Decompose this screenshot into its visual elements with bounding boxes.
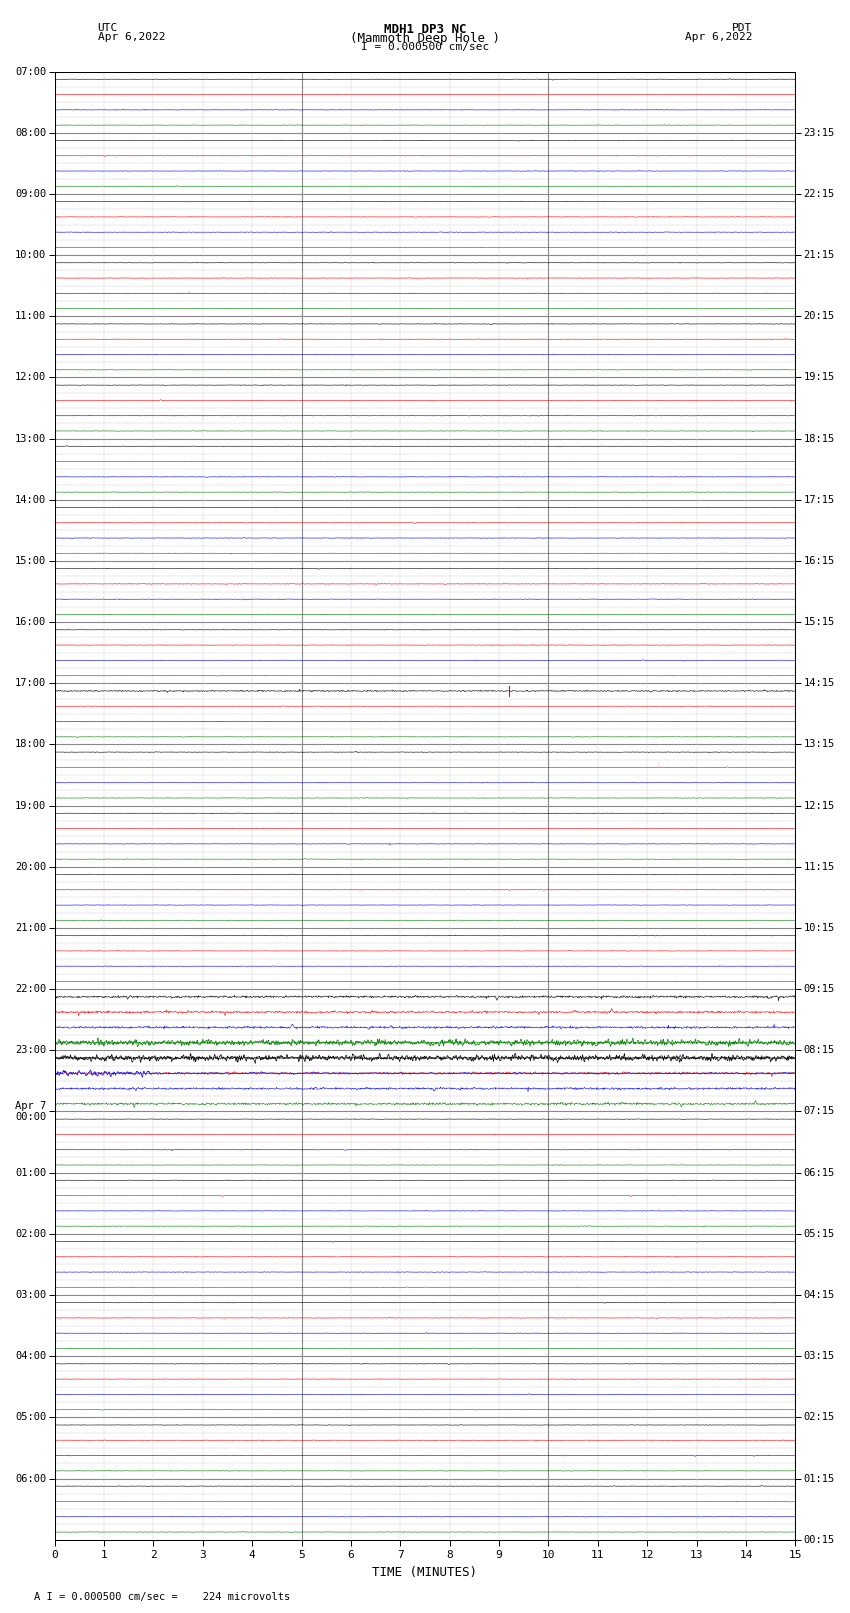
Text: A I = 0.000500 cm/sec =    224 microvolts: A I = 0.000500 cm/sec = 224 microvolts	[34, 1592, 290, 1602]
Text: (Mammoth Deep Hole ): (Mammoth Deep Hole )	[350, 32, 500, 45]
Text: PDT: PDT	[732, 23, 752, 32]
Text: Apr 6,2022: Apr 6,2022	[98, 32, 165, 42]
Text: I = 0.000500 cm/sec: I = 0.000500 cm/sec	[361, 42, 489, 52]
Text: MDH1 DP3 NC: MDH1 DP3 NC	[383, 23, 467, 35]
Text: UTC: UTC	[98, 23, 118, 32]
Text: Apr 6,2022: Apr 6,2022	[685, 32, 752, 42]
X-axis label: TIME (MINUTES): TIME (MINUTES)	[372, 1566, 478, 1579]
